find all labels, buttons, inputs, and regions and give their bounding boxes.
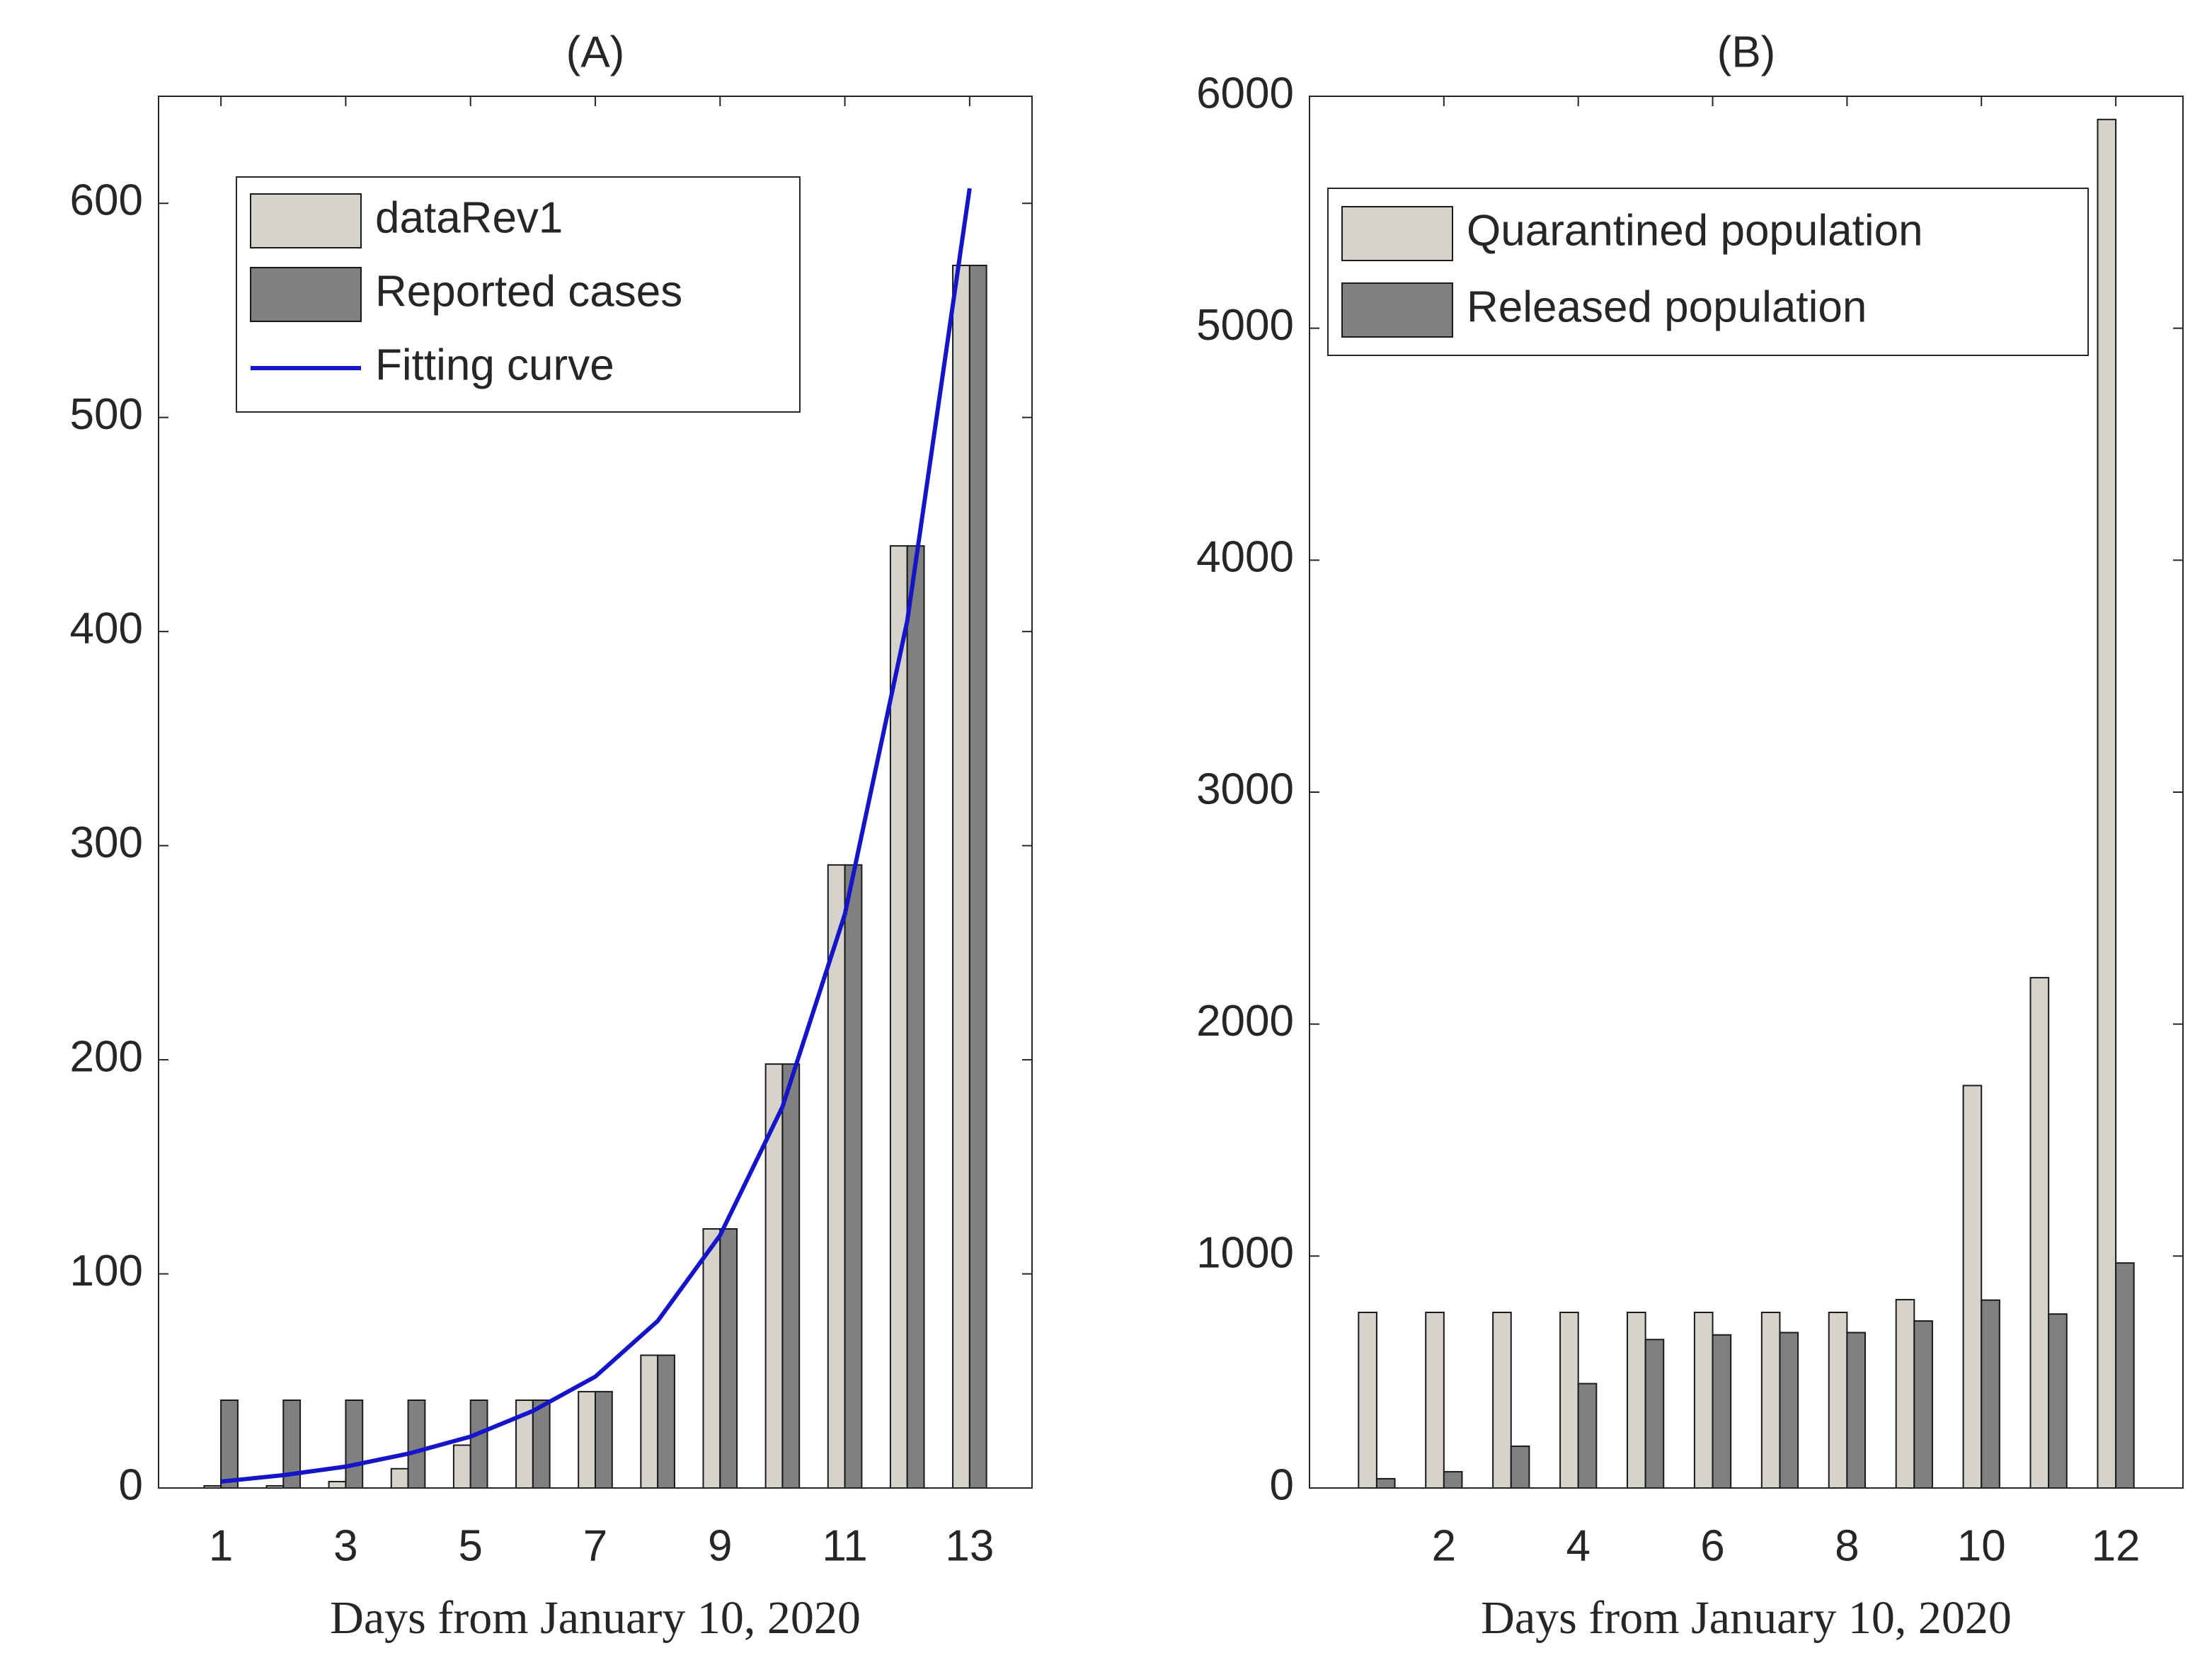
bar: [1712, 1334, 1732, 1489]
x-tick-label: 5: [458, 1521, 482, 1570]
x-tick-label: 6: [1700, 1521, 1724, 1570]
bar: [1375, 1477, 1396, 1489]
y-tick-label: 0: [1270, 1460, 1294, 1509]
legend-label: Released population: [1467, 282, 1867, 331]
legend-label: Reported cases: [375, 267, 682, 316]
bar: [1577, 1383, 1598, 1489]
y-tick-label: 0: [119, 1460, 143, 1509]
bar: [2029, 977, 2050, 1489]
legend-label: Quarantined population: [1467, 206, 1923, 255]
bar: [781, 1063, 801, 1489]
x-tick-label: 8: [1835, 1521, 1859, 1570]
y-tick-label: 300: [70, 818, 143, 867]
x-axis-label: Days from January 10, 2020: [1481, 1592, 2012, 1644]
bar: [1693, 1311, 1714, 1489]
bar: [328, 1480, 347, 1489]
bar: [1358, 1311, 1377, 1489]
bar: [702, 1228, 721, 1489]
bar: [595, 1390, 613, 1489]
legend-swatch: [250, 193, 362, 248]
bar: [1425, 1311, 1445, 1489]
y-tick-label: 1000: [1196, 1229, 1294, 1278]
y-tick-label: 100: [70, 1247, 143, 1295]
legend-label: Fitting curve: [375, 340, 614, 389]
bar: [2048, 1313, 2068, 1489]
y-tick-label: 200: [70, 1032, 143, 1081]
bar: [1981, 1299, 2000, 1489]
bar: [1626, 1311, 1646, 1489]
legend-box: [1327, 188, 2089, 356]
bar: [390, 1467, 409, 1489]
bar: [1510, 1446, 1530, 1489]
bar: [657, 1354, 675, 1489]
bar: [844, 864, 863, 1489]
fit-line: [220, 188, 972, 1484]
x-tick-label: 11: [822, 1521, 867, 1570]
x-tick-label: 4: [1566, 1521, 1590, 1570]
legend-label: dataRev1: [375, 193, 563, 242]
bar: [1828, 1311, 1848, 1489]
bar: [2115, 1262, 2135, 1489]
x-tick-label: 1: [209, 1521, 233, 1570]
bar: [407, 1399, 426, 1489]
y-tick-label: 3000: [1196, 765, 1294, 813]
legend-swatch: [1341, 282, 1453, 338]
y-tick-label: 4000: [1196, 533, 1294, 582]
x-tick-label: 13: [945, 1521, 994, 1570]
x-tick-label: 7: [583, 1521, 607, 1570]
bar: [719, 1228, 738, 1489]
legend-swatch: [1341, 206, 1453, 261]
bar: [578, 1390, 596, 1489]
bar: [1895, 1298, 1915, 1489]
bar: [968, 264, 987, 1489]
bar: [1559, 1311, 1579, 1489]
plot-frame: [158, 96, 1033, 1489]
x-tick-label: 3: [333, 1521, 357, 1570]
plot-frame: [1309, 96, 2184, 1489]
chart-title: (A): [566, 28, 625, 76]
x-tick-label: 10: [1957, 1521, 2006, 1570]
bar: [952, 264, 970, 1489]
bar: [1492, 1311, 1512, 1489]
y-tick-label: 2000: [1196, 997, 1294, 1046]
bar: [345, 1399, 364, 1489]
bar: [906, 545, 925, 1489]
x-axis-label: Days from January 10, 2020: [330, 1592, 861, 1644]
bar: [2097, 118, 2117, 1489]
x-tick-label: 9: [708, 1521, 732, 1570]
bar: [1846, 1332, 1867, 1489]
y-tick-label: 400: [70, 605, 143, 653]
bar: [1962, 1084, 1983, 1489]
bar: [1644, 1339, 1665, 1489]
bar: [220, 1399, 239, 1489]
bar: [452, 1444, 471, 1489]
chart-title: (B): [1717, 28, 1776, 76]
bar: [1913, 1320, 1933, 1489]
bar: [640, 1354, 659, 1489]
y-tick-label: 500: [70, 390, 143, 439]
y-tick-label: 600: [70, 176, 143, 225]
bar: [469, 1399, 488, 1489]
bar: [532, 1399, 551, 1489]
x-tick-label: 2: [1432, 1521, 1456, 1570]
y-tick-label: 6000: [1196, 69, 1294, 118]
legend-swatch: [250, 267, 362, 322]
y-tick-label: 5000: [1196, 301, 1294, 350]
bar: [1443, 1471, 1463, 1489]
bar: [1760, 1311, 1781, 1489]
x-tick-label: 12: [2092, 1521, 2141, 1570]
bar: [1779, 1332, 1799, 1489]
